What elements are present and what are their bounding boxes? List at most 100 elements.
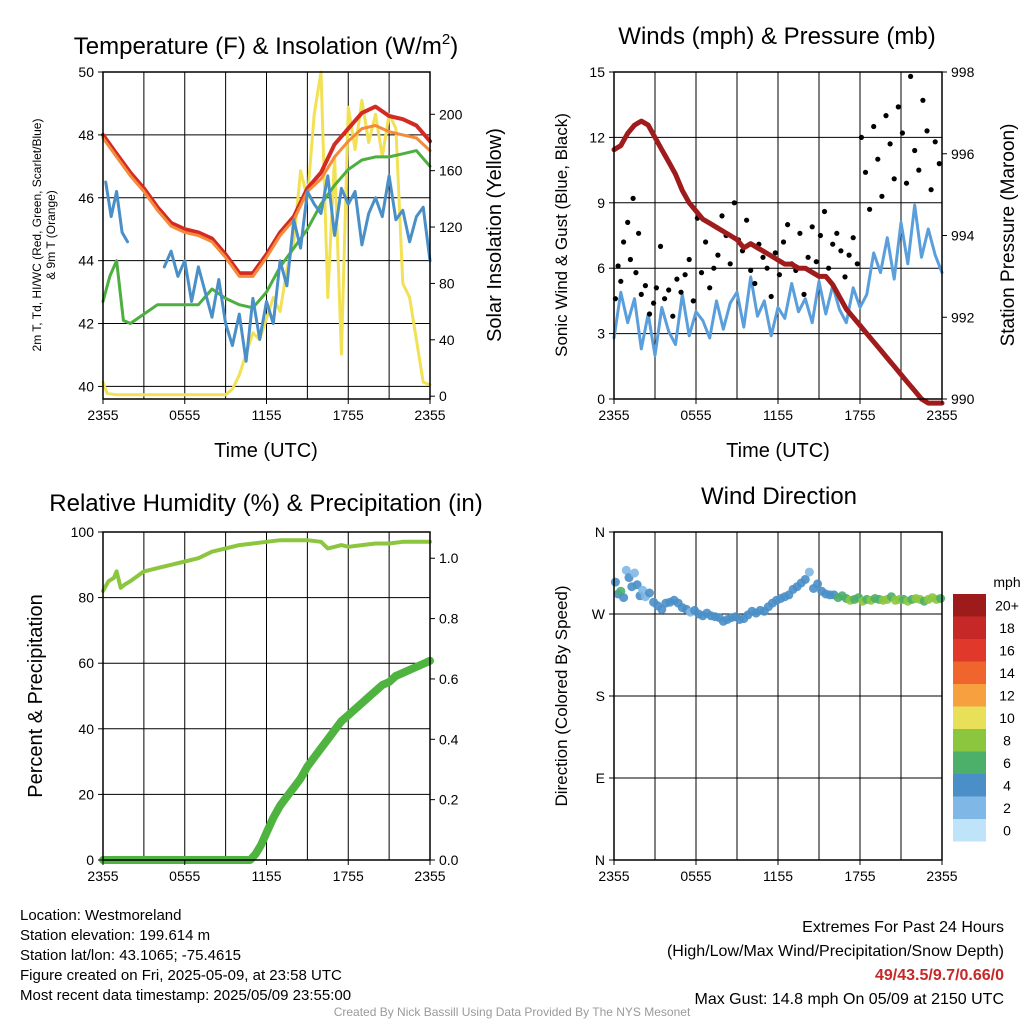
temperature-tick-labels: 2355 0555 1155 1755 2355 40 42 44 46 48 50 0 40 80 120…: [78, 64, 462, 423]
legend-label: 18: [999, 620, 1015, 636]
legend-swatch: [953, 796, 986, 819]
temperature-series: [101, 70, 432, 397]
x-tick-label: 1755: [333, 868, 364, 884]
humidity-gridlines: [103, 532, 430, 860]
y-tick-label: 15: [589, 64, 605, 80]
y-tick-label: 40: [78, 378, 94, 394]
y-tick-label: 12: [589, 129, 605, 145]
wind-direction-point: [610, 577, 620, 587]
station-location: Location: Westmoreland: [20, 907, 182, 924]
gust-point: [903, 180, 910, 186]
recent-timestamp: Most recent data timestamp: 2025/05/09 2…: [20, 987, 352, 1004]
temperature-panel: Temperature (F) & Insolation (W/m2) 2355…: [30, 31, 506, 462]
gust-point: [867, 206, 873, 212]
y2-tick-label: 0.0: [439, 852, 459, 868]
gust-point: [854, 261, 860, 267]
gust-point: [674, 276, 680, 282]
y-tick-label: 0: [597, 391, 605, 407]
gust-point: [805, 254, 811, 260]
x-tick-label: 1755: [844, 407, 875, 423]
gust-point: [752, 280, 758, 287]
x-tick-label: 2355: [87, 868, 118, 884]
x-tick-label: 0555: [680, 407, 711, 423]
winds-panel: Winds (mph) & Pressure (mb) 2355 0555 1155…: [552, 23, 1019, 462]
y-tick-label: N: [595, 524, 605, 540]
gust-point: [813, 259, 819, 265]
gust-point: [633, 270, 639, 276]
y2-tick-label: 990: [951, 391, 975, 407]
gust-point: [916, 167, 922, 173]
gust-point: [686, 256, 692, 263]
y-tick-label: 60: [78, 655, 94, 671]
gust-point: [924, 128, 930, 134]
y-tick-label: 48: [78, 127, 94, 143]
x-tick-label: 1755: [844, 868, 875, 884]
temperature-x-axis-label: Time (UTC): [214, 440, 318, 462]
y-tick-label: E: [596, 770, 605, 786]
series-line-blue: [162, 174, 432, 363]
gust-point: [908, 73, 914, 79]
gust-point: [764, 265, 770, 271]
extremes-subtitle: (High/Low/Max Wind/Precipitation/Snow De…: [666, 943, 1004, 960]
gust-point: [928, 187, 934, 193]
y2-tick-label: 0.2: [439, 792, 459, 808]
gust-point: [932, 139, 938, 145]
x-tick-label: 1155: [763, 407, 793, 423]
gust-point: [858, 134, 865, 140]
series-line-red: [101, 104, 432, 276]
wind-direction-point: [630, 568, 639, 578]
temperature-gridlines: [103, 72, 430, 399]
wind-direction-point: [813, 579, 823, 589]
x-tick-label: 0555: [169, 407, 200, 423]
legend-label: 0: [1003, 822, 1011, 838]
y2-tick-label: 120: [439, 219, 463, 235]
series-line-orange: [101, 124, 432, 278]
x-tick-label: 2355: [598, 868, 629, 884]
gust-point: [887, 141, 893, 147]
gust-point: [809, 224, 815, 230]
y2-tick-label: 996: [951, 146, 975, 162]
x-tick-label: 2355: [87, 407, 118, 423]
legend-swatch: [953, 684, 986, 707]
y-tick-label: 40: [78, 721, 94, 737]
gust-point: [821, 208, 828, 215]
x-tick-label: 1155: [251, 868, 281, 884]
gust-point: [618, 278, 624, 284]
gust-point: [636, 230, 642, 236]
y-tick-label: 100: [71, 524, 95, 540]
wind-direction-point: [645, 588, 654, 598]
y2-tick-label: 0.4: [439, 731, 459, 747]
wind-direction-point: [632, 580, 642, 590]
gust-point: [670, 313, 676, 319]
gust-point: [895, 104, 901, 110]
legend-swatch: [953, 639, 986, 662]
station-elevation: Station elevation: 199.614 m: [20, 927, 211, 944]
humidity-y-axis-label: Percent & Precipitation: [25, 594, 47, 797]
gust-point: [625, 219, 631, 225]
gust-point: [936, 161, 942, 167]
legend-label: 6: [1003, 755, 1011, 771]
gust-point: [846, 252, 852, 258]
gust-point: [772, 250, 778, 256]
y2-tick-label: 160: [439, 163, 463, 179]
y-tick-label: S: [596, 688, 605, 704]
gust-point: [776, 272, 783, 278]
y2-tick-label: 0.6: [439, 671, 459, 687]
gust-point: [630, 195, 636, 201]
y-tick-label: 50: [78, 64, 94, 80]
y-tick-label: 9: [597, 195, 605, 211]
y2-tick-label: 1.0: [439, 550, 459, 566]
legend-label: 8: [1003, 732, 1011, 748]
wind-direction-title: Wind Direction: [701, 483, 857, 510]
gust-point: [744, 217, 750, 223]
legend-label: 2: [1003, 800, 1011, 816]
gust-point: [768, 293, 774, 300]
series-line-yellow: [101, 70, 432, 397]
y-tick-label: 3: [597, 326, 605, 342]
gust-point: [748, 267, 754, 273]
legend-swatch: [953, 661, 986, 684]
legend-title: mph: [993, 574, 1020, 590]
wind-direction-point: [800, 574, 810, 584]
